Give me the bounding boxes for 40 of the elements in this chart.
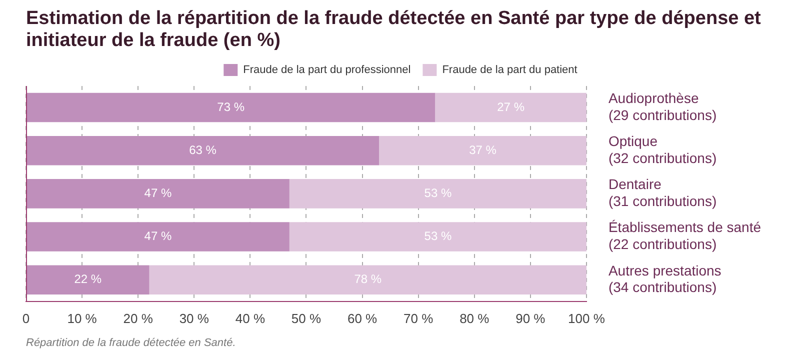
bar (26, 92, 436, 122)
text: Répartition de la fraude détectée en Santé. (26, 337, 236, 349)
x-tick-label: 30 % (179, 310, 210, 326)
bar (26, 179, 290, 208)
data-label: 37 % (469, 142, 497, 157)
data-label: 27 % (497, 100, 525, 114)
x-tick-label: 40 % (235, 310, 266, 326)
bar (149, 265, 586, 295)
bar (26, 222, 290, 252)
data-label: 47 % (144, 186, 172, 200)
legend-label: Fraude de la part du patient (442, 64, 578, 76)
x-tick-label: 20 % (123, 310, 154, 326)
data-label: 22 % (74, 272, 102, 286)
data-label: 53 % (424, 229, 452, 244)
bar (26, 136, 380, 166)
legend-label: Fraude de la part du professionnel (243, 64, 411, 76)
bar (289, 179, 586, 208)
y-tick-label: Autres prestations (34 contributions) (608, 262, 722, 296)
x-tick-label: 50 % (291, 310, 322, 326)
bar (379, 136, 586, 166)
data-label: 78 % (354, 272, 382, 286)
x-tick-label: 0 (22, 310, 30, 326)
x-tick-label: 60 % (347, 310, 378, 326)
y-tick-label: Établissements de santé (22 contributions) (608, 219, 762, 252)
data-label: 47 % (144, 229, 172, 244)
chart-title: Estimation de la répartition de la fraude détectée en Santé par type de dépense et initiateur de la fraude (en %) (26, 8, 762, 52)
x-tick-label: 90 % (516, 310, 546, 326)
x-tick-label: 10 % (67, 310, 98, 326)
data-label: 63 % (189, 142, 217, 157)
data-label: 73 % (217, 100, 245, 114)
x-tick-label: 80 % (460, 310, 490, 326)
y-tick-label: Dentaire (31 contributions) (608, 176, 717, 209)
bar (435, 92, 586, 122)
y-tick-label: Audioprothèse (29 contributions) (608, 90, 717, 123)
x-tick-label: 70 % (404, 310, 434, 326)
bar (289, 222, 586, 252)
bar (26, 265, 150, 295)
x-tick-label: 100 % (568, 310, 606, 326)
y-tick-label: Optique (32 contributions) (608, 133, 717, 166)
data-label: 53 % (424, 186, 452, 200)
